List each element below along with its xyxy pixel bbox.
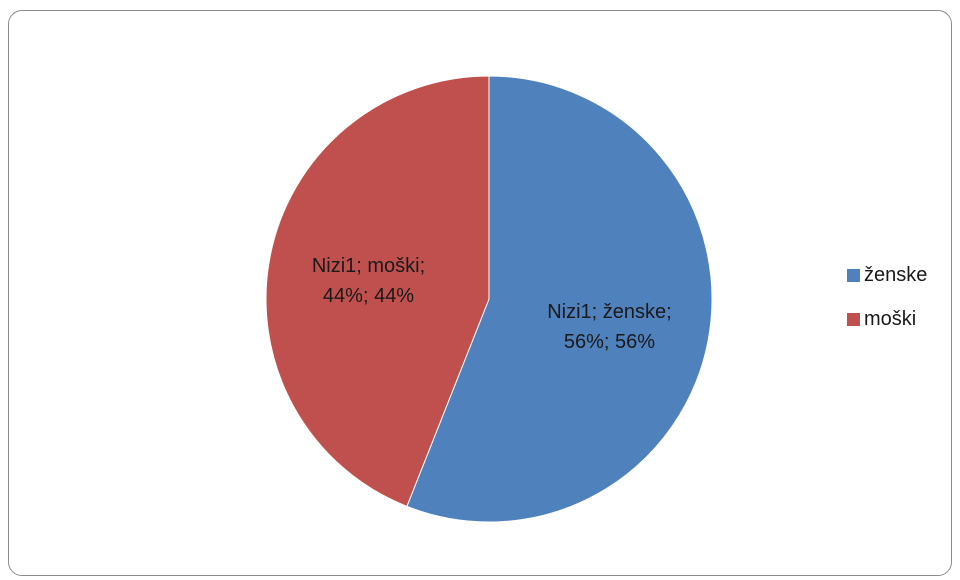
legend-label-zenske: ženske xyxy=(864,263,928,286)
legend-swatch-zenske xyxy=(847,268,860,282)
pie-slice-moski xyxy=(265,75,490,507)
slice-label-zenske-line2: 56%; 56% xyxy=(564,331,655,353)
legend-item-zenske: ženske xyxy=(847,262,927,288)
legend-label-moski: moški xyxy=(864,307,917,330)
slice-label-moski-line1: Nizi1; moški; xyxy=(312,255,425,277)
legend-swatch-moski xyxy=(847,312,860,326)
legend: ženske moški xyxy=(847,262,927,350)
pie-slices xyxy=(265,75,713,523)
pie-labels: Nizi1; ženske; 56%; 56% Nizi1; moški; 44… xyxy=(312,255,672,353)
pie-slice-zenske xyxy=(406,75,713,523)
slice-label-zenske-line1: Nizi1; ženske; xyxy=(547,301,672,323)
legend-item-moski: moški xyxy=(847,306,927,332)
slice-label-moski-line2: 44%; 44% xyxy=(323,285,414,307)
